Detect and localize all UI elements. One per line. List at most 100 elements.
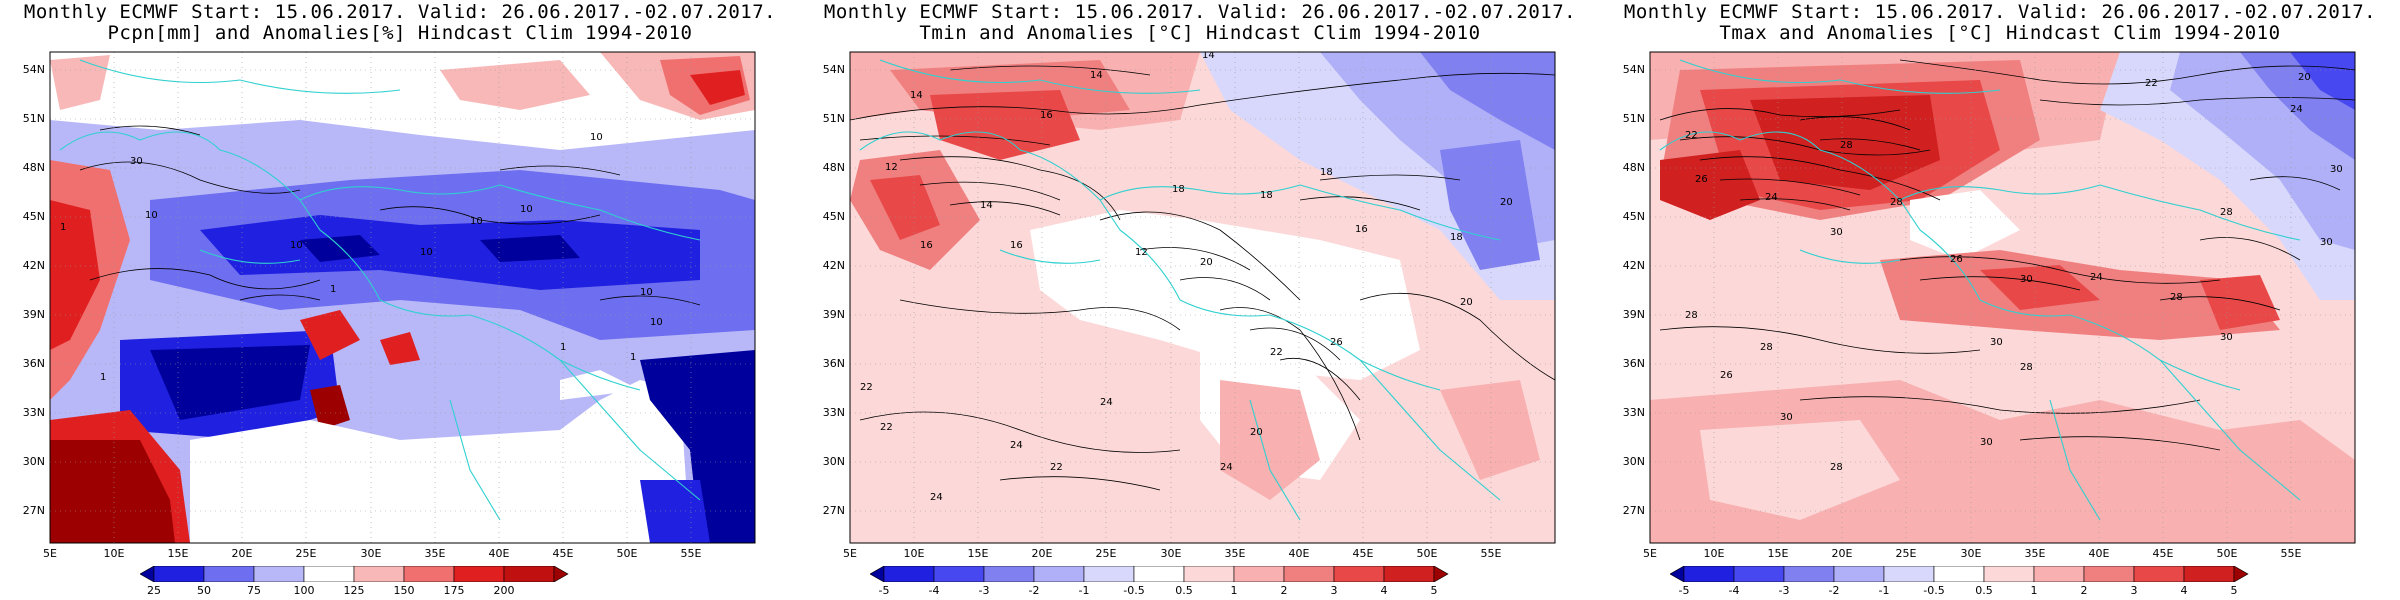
colorbar-tick: -3 bbox=[978, 584, 990, 597]
lat-label: 54N bbox=[822, 63, 845, 76]
contour-label: 1 bbox=[330, 284, 336, 295]
contour-label: 30 bbox=[1780, 412, 1793, 423]
colorbar-tick: 0.5 bbox=[1175, 584, 1193, 597]
colorbar-tick: -0.5 bbox=[1923, 584, 1945, 597]
colorbar-tick: 3 bbox=[1330, 584, 1338, 597]
colorbar-tick: -1 bbox=[1078, 584, 1090, 597]
lon-label: 10E bbox=[103, 547, 125, 560]
lon-label: 30E bbox=[1160, 547, 1182, 560]
contour-label: 24 bbox=[1765, 192, 1778, 203]
contour-label: 16 bbox=[1040, 110, 1053, 121]
contour-label: 26 bbox=[1720, 370, 1733, 381]
lat-label: 45N bbox=[1622, 210, 1645, 223]
lon-label: 35E bbox=[2024, 547, 2046, 560]
contour-label: 24 bbox=[1220, 462, 1233, 473]
contour-label: 30 bbox=[1980, 437, 1993, 448]
lon-label: 40E bbox=[2088, 547, 2110, 560]
lat-label: 48N bbox=[1622, 161, 1645, 174]
lon-label: 35E bbox=[1224, 547, 1246, 560]
lat-label: 42N bbox=[1622, 259, 1645, 272]
lat-label: 45N bbox=[822, 210, 845, 223]
contour-label: 22 bbox=[1270, 347, 1283, 358]
lat-label: 51N bbox=[22, 112, 45, 125]
tmin-panel: Monthly ECMWF Start: 15.06.2017. Valid: … bbox=[800, 0, 1600, 600]
lon-label: 50E bbox=[1416, 547, 1438, 560]
colorbar-tick: 2 bbox=[1280, 584, 1288, 597]
colorbar-tick: -3 bbox=[1778, 584, 1790, 597]
lat-label: 48N bbox=[822, 161, 845, 174]
colorbar-tick: -2 bbox=[1828, 584, 1840, 597]
tmin-map: 14 14 14 16 12 18 14 16 12 20 16 18 20 2… bbox=[849, 50, 1556, 544]
contour-label: 30 bbox=[2020, 274, 2033, 285]
lat-label: 36N bbox=[822, 357, 845, 370]
panel-title-line2: Tmin and Anomalies [°C] Hindcast Clim 19… bbox=[919, 22, 1481, 44]
lon-label: 25E bbox=[295, 547, 317, 560]
lat-label: 30N bbox=[22, 455, 45, 468]
lon-label: 50E bbox=[2216, 547, 2238, 560]
panel-title-line1: Monthly ECMWF Start: 15.06.2017. Valid: … bbox=[23, 1, 777, 23]
panel-title-line1: Monthly ECMWF Start: 15.06.2017. Valid: … bbox=[1623, 1, 2377, 23]
lat-label: 42N bbox=[22, 259, 45, 272]
contour-label: 28 bbox=[2220, 207, 2233, 218]
lat-label: 54N bbox=[22, 63, 45, 76]
precip-colorbar bbox=[140, 566, 569, 582]
contour-label: 14 bbox=[1090, 70, 1103, 81]
contour-label: 10 bbox=[145, 210, 158, 221]
contour-label: 22 bbox=[1685, 130, 1698, 141]
colorbar-tick: 125 bbox=[343, 584, 365, 597]
contour-label: 28 bbox=[2020, 362, 2033, 373]
contour-label: 28 bbox=[2170, 292, 2183, 303]
contour-label: 24 bbox=[1010, 440, 1023, 451]
lat-label: 42N bbox=[822, 259, 845, 272]
colorbar-tick: 150 bbox=[393, 584, 415, 597]
lon-label: 20E bbox=[1031, 547, 1053, 560]
contour-label: 24 bbox=[1100, 397, 1113, 408]
contour-label: 10 bbox=[290, 240, 303, 251]
colorbar-tick: 4 bbox=[1380, 584, 1388, 597]
colorbar-tick: -4 bbox=[1728, 584, 1740, 597]
panel-title-line1: Monthly ECMWF Start: 15.06.2017. Valid: … bbox=[823, 1, 1577, 23]
contour-label: 12 bbox=[1135, 247, 1148, 258]
contour-label: 10 bbox=[640, 287, 653, 298]
lat-label: 51N bbox=[822, 112, 845, 125]
contour-label: 20 bbox=[2298, 72, 2311, 83]
contour-label: 18 bbox=[1450, 232, 1463, 243]
colorbar-tick: -1 bbox=[1878, 584, 1890, 597]
lon-label: 10E bbox=[1703, 547, 1725, 560]
contour-label: 16 bbox=[1355, 224, 1368, 235]
lon-label: 55E bbox=[1480, 547, 1502, 560]
tmin-colorbar bbox=[870, 566, 1449, 582]
contour-label: 30 bbox=[130, 156, 143, 167]
contour-label: 30 bbox=[2320, 237, 2333, 248]
lon-label: 30E bbox=[1960, 547, 1982, 560]
contour-label: 24 bbox=[930, 492, 943, 503]
contour-label: 22 bbox=[880, 422, 893, 433]
colorbar-tick: 0.5 bbox=[1975, 584, 1993, 597]
colorbar-tick: 25 bbox=[147, 584, 161, 597]
colorbar-tick: 5 bbox=[1430, 584, 1438, 597]
colorbar-tick: 100 bbox=[293, 584, 315, 597]
contour-label: 14 bbox=[1202, 50, 1215, 61]
contour-label: 20 bbox=[1460, 297, 1473, 308]
contour-label: 30 bbox=[2330, 164, 2343, 175]
lat-label: 54N bbox=[1622, 63, 1645, 76]
contour-label: 22 bbox=[1050, 462, 1063, 473]
colorbar-tick: -5 bbox=[878, 584, 890, 597]
colorbar-tick: 50 bbox=[197, 584, 211, 597]
contour-label: 28 bbox=[1830, 462, 1843, 473]
contour-label: 10 bbox=[590, 132, 603, 143]
contour-label: 16 bbox=[920, 240, 933, 251]
colorbar-tick: 1 bbox=[2030, 584, 2038, 597]
lon-label: 45E bbox=[2152, 547, 2174, 560]
contour-label: 1 bbox=[60, 222, 66, 233]
contour-label: 26 bbox=[1330, 337, 1343, 348]
colorbar-tick: -0.5 bbox=[1123, 584, 1145, 597]
lon-label: 30E bbox=[360, 547, 382, 560]
lat-label: 51N bbox=[1622, 112, 1645, 125]
lat-label: 27N bbox=[822, 504, 845, 517]
contour-label: 20 bbox=[1250, 427, 1263, 438]
lat-label: 39N bbox=[22, 308, 45, 321]
contour-label: 30 bbox=[1830, 227, 1843, 238]
contour-label: 24 bbox=[2290, 104, 2303, 115]
tmax-panel: Monthly ECMWF Start: 15.06.2017. Valid: … bbox=[1600, 0, 2400, 600]
